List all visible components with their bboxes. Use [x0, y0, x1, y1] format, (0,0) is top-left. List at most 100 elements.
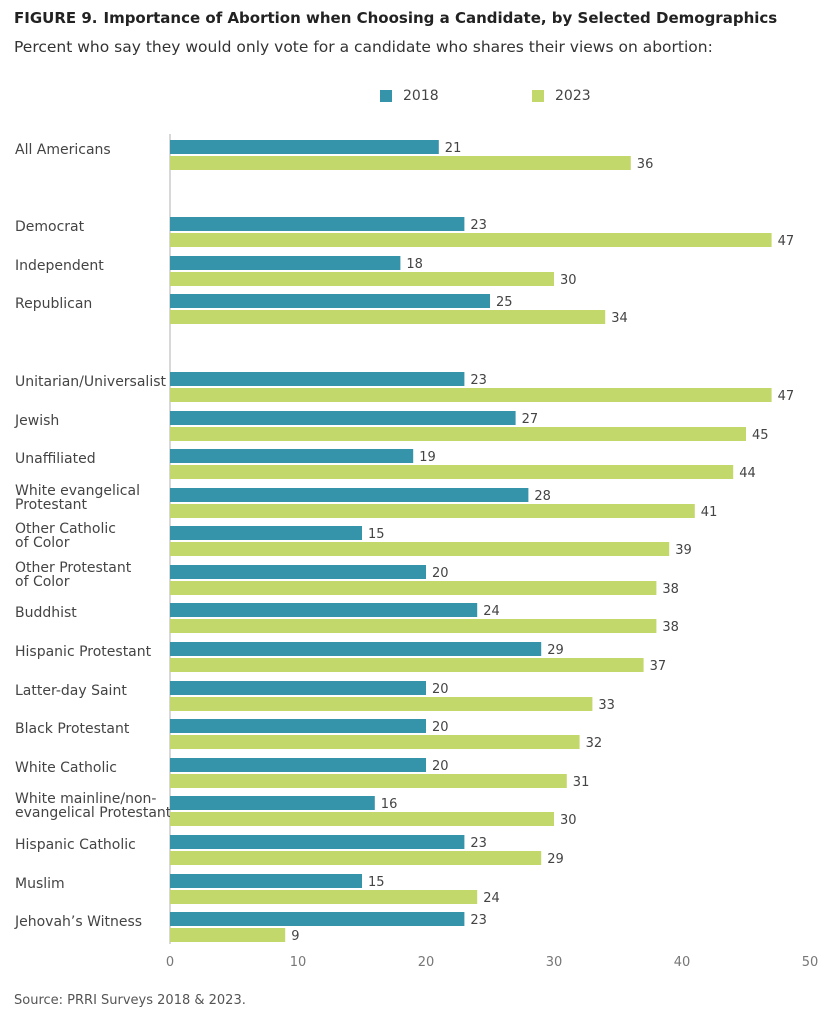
bar-2023 [170, 310, 606, 324]
bar-2018 [170, 603, 478, 617]
legend-label-2018: 2018 [403, 88, 439, 104]
bar-2023 [170, 774, 567, 788]
data-label-2018: 21 [445, 141, 462, 156]
legend: 2018 2023 [0, 88, 833, 108]
category-label: Unitarian/Universalist [15, 374, 167, 390]
bar-2023 [170, 465, 734, 479]
category-label: Democrat [15, 219, 85, 235]
data-label-2023: 32 [586, 736, 603, 751]
data-label-2018: 19 [419, 450, 436, 465]
bar-2023 [170, 735, 580, 749]
data-label-2023: 38 [662, 620, 679, 635]
category-label: Jewish [14, 413, 59, 429]
category-label: Other Protestant of Color [15, 560, 132, 590]
source-note: Source: PRRI Surveys 2018 & 2023. [14, 993, 246, 1008]
bar-2023 [170, 851, 542, 865]
data-label-2018: 20 [432, 720, 449, 735]
data-label-2018: 27 [522, 412, 539, 427]
bar-2023 [170, 619, 657, 633]
figure-number: FIGURE 9. [14, 9, 98, 27]
bar-2018 [170, 835, 465, 849]
figure-title: FIGURE 9. Importance of Abortion when Cho… [14, 9, 777, 27]
bar-2018 [170, 681, 426, 695]
category-label: Unaffiliated [15, 451, 96, 467]
data-label-2018: 24 [483, 604, 500, 619]
data-label-2023: 36 [637, 157, 654, 172]
bar-2018 [170, 912, 465, 926]
x-tick-label: 10 [290, 955, 307, 970]
data-label-2023: 29 [547, 852, 564, 867]
data-label-2018: 29 [547, 643, 564, 658]
bar-2018 [170, 874, 362, 888]
bar-2018 [170, 642, 542, 656]
category-label: Buddhist [15, 605, 77, 621]
category-label-line: of Color [15, 574, 70, 590]
data-label-2023: 44 [739, 466, 756, 481]
data-label-2023: 41 [701, 505, 718, 520]
bar-2023 [170, 156, 631, 170]
category-label: Independent [15, 258, 104, 274]
legend-swatch-2018 [380, 90, 392, 102]
bar-2023 [170, 890, 478, 904]
category-label-line: Other Protestant [15, 560, 132, 576]
bar-2023 [170, 427, 746, 441]
x-tick-label: 30 [546, 955, 563, 970]
data-label-2018: 20 [432, 682, 449, 697]
data-label-2023: 45 [752, 428, 769, 443]
data-label-2023: 39 [675, 543, 692, 558]
bar-2023 [170, 272, 554, 286]
data-label-2018: 25 [496, 295, 513, 310]
category-label: Other Catholic of Color [15, 521, 116, 551]
bar-2023 [170, 542, 670, 556]
category-label-line: White evangelical [15, 483, 140, 499]
category-label: Republican [15, 296, 92, 312]
category-label: Muslim [15, 876, 65, 892]
category-label-line: evangelical Protestant [15, 805, 172, 821]
x-tick-label: 40 [674, 955, 691, 970]
data-label-2023: 30 [560, 273, 577, 288]
category-label: White evangelical Protestant [15, 483, 140, 513]
data-label-2023: 37 [650, 659, 667, 674]
data-label-2023: 9 [291, 929, 299, 944]
x-tick-label: 20 [418, 955, 435, 970]
category-label: Jehovah’s Witness [14, 914, 142, 930]
legend-item-2018: 2018 [380, 88, 439, 104]
figure-title-text: Importance of Abortion when Choosing a C… [103, 9, 778, 27]
data-label-2018: 23 [470, 836, 487, 851]
data-label-2018: 16 [381, 797, 398, 812]
data-label-2018: 20 [432, 566, 449, 581]
data-label-2018: 15 [368, 875, 385, 890]
category-label: White mainline/non-evangelical Protestan… [15, 791, 172, 821]
bar-2018 [170, 796, 375, 810]
bar-2023 [170, 658, 644, 672]
legend-swatch-2023 [532, 90, 544, 102]
bar-2023 [170, 504, 695, 518]
legend-item-2023: 2023 [532, 88, 591, 104]
category-label: Hispanic Catholic [15, 837, 136, 853]
bar-2018 [170, 256, 401, 270]
category-label-line: Other Catholic [15, 521, 116, 537]
category-label: Latter-day Saint [15, 683, 127, 699]
category-label: Hispanic Protestant [15, 644, 152, 660]
data-label-2018: 18 [406, 257, 423, 272]
bar-2023 [170, 928, 286, 942]
category-label: Black Protestant [15, 721, 130, 737]
x-tick-label: 50 [802, 955, 819, 970]
x-tick-label: 0 [166, 955, 174, 970]
bar-2023 [170, 697, 593, 711]
data-label-2018: 23 [470, 913, 487, 928]
data-label-2018: 20 [432, 759, 449, 774]
bar-2018 [170, 449, 414, 463]
data-label-2023: 47 [778, 234, 795, 249]
data-label-2023: 30 [560, 813, 577, 828]
category-label: All Americans [15, 142, 111, 158]
data-label-2023: 34 [611, 311, 628, 326]
figure-subtitle: Percent who say they would only vote for… [14, 38, 713, 56]
data-label-2023: 33 [598, 698, 615, 713]
bar-2018 [170, 719, 426, 733]
legend-label-2023: 2023 [555, 88, 591, 104]
bar-2018 [170, 140, 439, 154]
bar-2018 [170, 372, 465, 386]
bar-2018 [170, 217, 465, 231]
